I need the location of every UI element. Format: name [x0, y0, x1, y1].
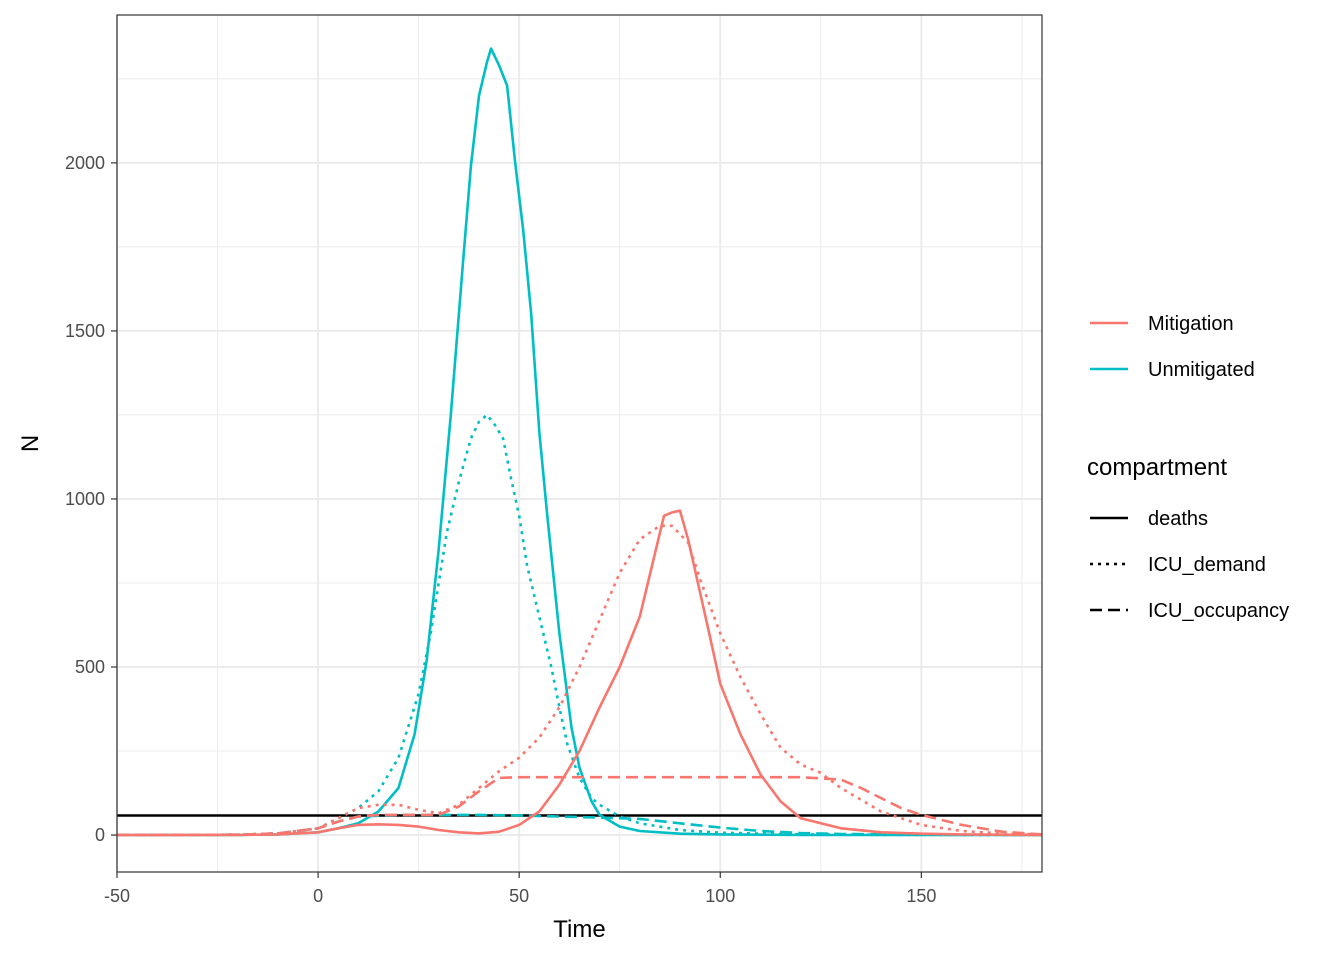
x-tick-label: -50: [104, 886, 130, 906]
x-tick-label: 50: [509, 886, 529, 906]
legend-label: Mitigation: [1148, 313, 1234, 335]
x-tick-label: 100: [705, 886, 735, 906]
legend-color: Mitigation Unmitigated: [1090, 313, 1255, 381]
legend-linetype: compartment deaths ICU_demand ICU_occupancy: [1087, 454, 1289, 622]
legend-label: Unmitigated: [1148, 359, 1255, 381]
series-line: [116, 413, 1042, 837]
x-tick-label: 150: [906, 886, 936, 906]
legend-label: ICU_occupancy: [1148, 600, 1289, 622]
legend-label: deaths: [1148, 508, 1208, 530]
series-line: [116, 775, 1043, 837]
y-tick-label: 1500: [65, 321, 105, 341]
y-tick-label: 2000: [65, 153, 105, 173]
legend-title: compartment: [1087, 454, 1227, 481]
x-tick-label: 0: [313, 886, 323, 906]
legend-label: ICU_demand: [1148, 554, 1266, 576]
series-line: [117, 47, 1042, 837]
series-lines: [116, 47, 1043, 837]
y-tick-label: 1000: [65, 489, 105, 509]
y-tick-label: 0: [95, 825, 105, 845]
y-axis-title: N: [17, 435, 44, 452]
x-axis-title: Time: [553, 916, 605, 943]
y-tick-label: 500: [75, 657, 105, 677]
panel-border: [116, 14, 1043, 873]
series-line: [117, 509, 1043, 837]
